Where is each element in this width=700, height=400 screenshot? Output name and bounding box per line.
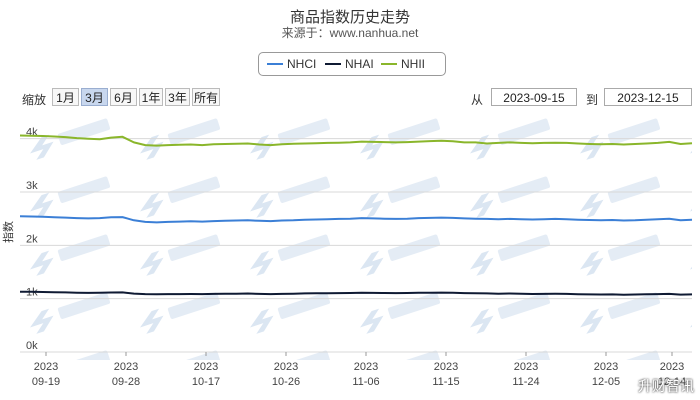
x-tick-year: 2023 — [34, 361, 58, 373]
chart-title: 商品指数历史走势 — [289, 9, 410, 26]
range-button-all[interactable]: 所有 — [192, 88, 220, 106]
series-line-nhai[interactable] — [19, 290, 693, 296]
y-tick-label: 0k — [26, 340, 38, 352]
x-tick-year: 2023 — [660, 361, 684, 373]
x-tick-date: 10-26 — [272, 376, 300, 388]
y-axis-label: 指数 — [1, 221, 15, 243]
x-tick-year: 2023 — [274, 361, 298, 373]
legend-swatch-nhii — [381, 63, 397, 65]
legend-swatch-nhai — [325, 63, 341, 65]
watermark-pattern — [20, 112, 692, 360]
to-date-input[interactable]: 2023-12-15 — [604, 88, 692, 106]
legend-label-nhci: NHCI — [287, 57, 317, 71]
x-tick-year: 2023 — [514, 361, 538, 373]
chart-legend: NHCI NHAI NHII — [258, 52, 446, 76]
y-tick-label: 4k — [26, 127, 38, 139]
zoom-label: 缩放 — [22, 93, 47, 107]
y-tick-label: 3k — [26, 180, 38, 192]
x-tick-year: 2023 — [114, 361, 138, 373]
x-tick-date: 11-15 — [432, 376, 459, 388]
series-line-nhii[interactable] — [19, 134, 693, 147]
chart-subtitle: 来源于：www.nanhua.net — [281, 26, 419, 40]
x-tick-year: 2023 — [354, 361, 378, 373]
range-button-6m[interactable]: 6月 — [110, 88, 137, 106]
range-button-1m[interactable]: 1月 — [52, 88, 79, 106]
to-label: 到 — [586, 93, 599, 107]
x-tick-date: 10-17 — [192, 376, 220, 388]
x-tick-year: 2023 — [434, 361, 458, 373]
range-button-3m[interactable]: 3月 — [81, 88, 108, 106]
x-tick-date: 11-06 — [352, 376, 379, 388]
series-line-nhci[interactable] — [19, 215, 693, 224]
legend-swatch-nhci — [267, 63, 283, 65]
from-date-input[interactable]: 2023-09-15 — [491, 88, 577, 106]
y-tick-label: 2k — [26, 233, 38, 245]
range-toolbar: 缩放 1月 3月 6月 1年 3年 所有 从 2023-09-15 到 2023… — [0, 88, 700, 108]
legend-label-nhii: NHII — [401, 57, 425, 71]
x-tick-date: 09-28 — [112, 376, 140, 388]
from-label: 从 — [471, 93, 484, 107]
range-button-3y[interactable]: 3年 — [165, 88, 190, 106]
legend-label-nhai: NHAI — [345, 57, 374, 71]
x-tick-year: 2023 — [194, 361, 218, 373]
source-watermark: 升财智讯 — [638, 378, 694, 394]
legend-item-nhci[interactable]: NHCI — [267, 56, 316, 72]
x-tick-year: 2023 — [594, 361, 618, 373]
x-tick-date: 12-14 — [658, 376, 686, 388]
x-tick-date: 09-19 — [32, 376, 60, 388]
x-tick-date: 12-05 — [592, 376, 620, 388]
range-button-1y[interactable]: 1年 — [139, 88, 163, 106]
legend-item-nhii[interactable]: NHII — [381, 56, 425, 72]
x-tick-date: 11-24 — [512, 376, 539, 388]
legend-item-nhai[interactable]: NHAI — [325, 56, 374, 72]
